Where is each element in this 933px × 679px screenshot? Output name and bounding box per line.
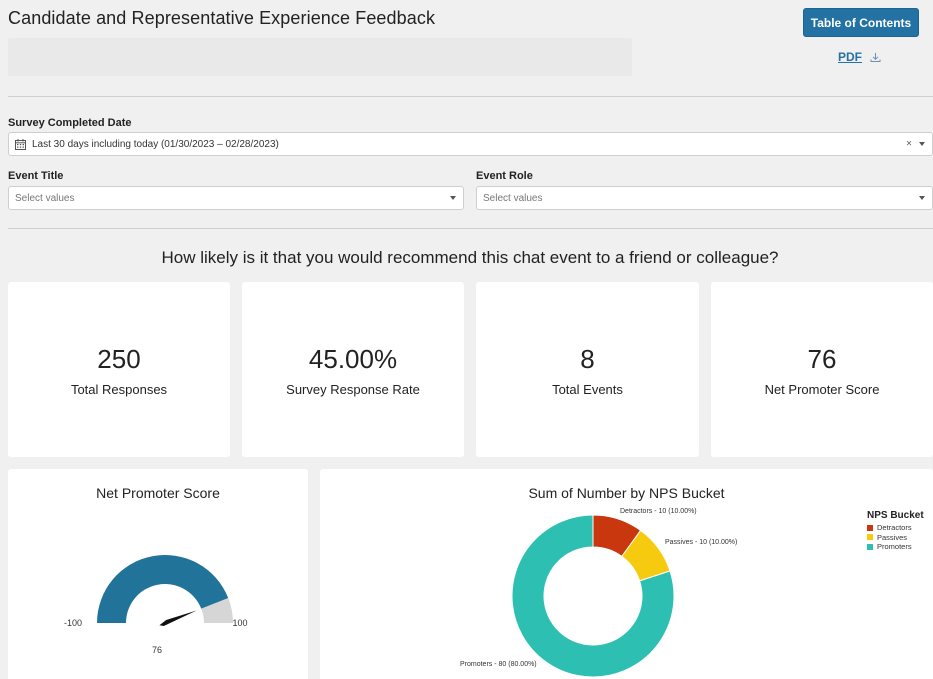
chart-legend: NPS Bucket Detractors Passives Promoters <box>867 510 924 552</box>
gauge-max-label: 100 <box>232 618 247 628</box>
header-divider <box>8 96 933 97</box>
slice-label-promoters: Promoters - 80 (80.00%) <box>460 661 537 668</box>
download-icon <box>870 52 881 63</box>
kpi-value: 8 <box>580 344 595 374</box>
donut-slice-promoters[interactable] <box>511 514 675 678</box>
chevron-down-icon[interactable] <box>450 196 456 200</box>
nps-gauge-panel: Net Promoter Score -100 100 76 <box>8 469 308 679</box>
filters-divider <box>8 228 933 229</box>
kpi-card-total-events: 8 Total Events <box>476 282 699 457</box>
gauge-value-label: 76 <box>152 645 162 655</box>
legend-item-passives[interactable]: Passives <box>867 533 924 543</box>
kpi-value: 250 <box>97 344 141 374</box>
page-title: Candidate and Representative Experience … <box>8 8 436 28</box>
survey-date-label: Survey Completed Date <box>8 117 132 129</box>
kpi-card-response-rate: 45.00% Survey Response Rate <box>242 282 464 457</box>
event-role-select[interactable]: Select values <box>476 186 933 210</box>
chart-title: Sum of Number by NPS Bucket <box>528 485 725 501</box>
event-role-placeholder: Select values <box>483 192 543 204</box>
kpi-label: Total Responses <box>70 382 168 397</box>
gauge-value-arc <box>97 555 229 623</box>
nps-bucket-chart-panel: Sum of Number by NPS Bucket Detractors -… <box>320 469 933 679</box>
calendar-icon <box>15 138 26 150</box>
nps-gauge-chart: -100 100 76 <box>64 555 248 655</box>
legend-label: Passives <box>877 532 908 542</box>
event-title-label: Event Title <box>8 170 64 182</box>
survey-date-field[interactable]: Last 30 days including today (01/30/2023… <box>8 132 933 156</box>
legend-label: Promoters <box>877 542 912 552</box>
kpi-value: 45.00% <box>308 344 398 374</box>
gauge-needle <box>159 610 197 626</box>
clear-icon[interactable]: × <box>906 138 912 150</box>
kpi-label: Survey Response Rate <box>286 382 420 397</box>
kpi-card-total-responses: 250 Total Responses <box>8 282 230 457</box>
gauge-title: Net Promoter Score <box>96 485 220 501</box>
survey-question: How likely is it that you would recommen… <box>161 248 779 267</box>
kpi-label: Net Promoter Score <box>764 382 880 397</box>
event-title-select[interactable]: Select values <box>8 186 464 210</box>
pdf-link-label: PDF <box>838 50 862 64</box>
slice-label-detractors: Detractors - 10 (10.00%) <box>620 508 697 515</box>
kpi-label: Total Events <box>552 382 623 397</box>
legend-item-detractors[interactable]: Detractors <box>867 523 924 533</box>
table-of-contents-button[interactable]: Table of Contents <box>803 8 919 37</box>
kpi-card-nps: 76 Net Promoter Score <box>711 282 933 457</box>
nps-bucket-donut-chart <box>511 514 675 678</box>
gauge-remaining-arc <box>201 597 233 623</box>
pdf-download-link[interactable]: PDF <box>838 50 881 64</box>
survey-date-value: Last 30 days including today (01/30/2023… <box>32 138 279 150</box>
slice-label-passives: Passives - 10 (10.00%) <box>665 539 738 546</box>
chevron-down-icon[interactable] <box>919 142 925 146</box>
legend-title: NPS Bucket <box>867 510 924 521</box>
legend-swatch <box>867 524 873 531</box>
kpi-value: 76 <box>807 344 837 374</box>
gauge-min-label: -100 <box>64 618 82 628</box>
legend-swatch <box>867 543 873 550</box>
legend-item-promoters[interactable]: Promoters <box>867 542 924 552</box>
event-title-placeholder: Select values <box>15 192 75 204</box>
chevron-down-icon[interactable] <box>919 196 925 200</box>
legend-swatch <box>867 534 873 541</box>
legend-label: Detractors <box>877 523 912 533</box>
event-role-label: Event Role <box>476 170 533 182</box>
header-banner-area <box>8 38 632 76</box>
